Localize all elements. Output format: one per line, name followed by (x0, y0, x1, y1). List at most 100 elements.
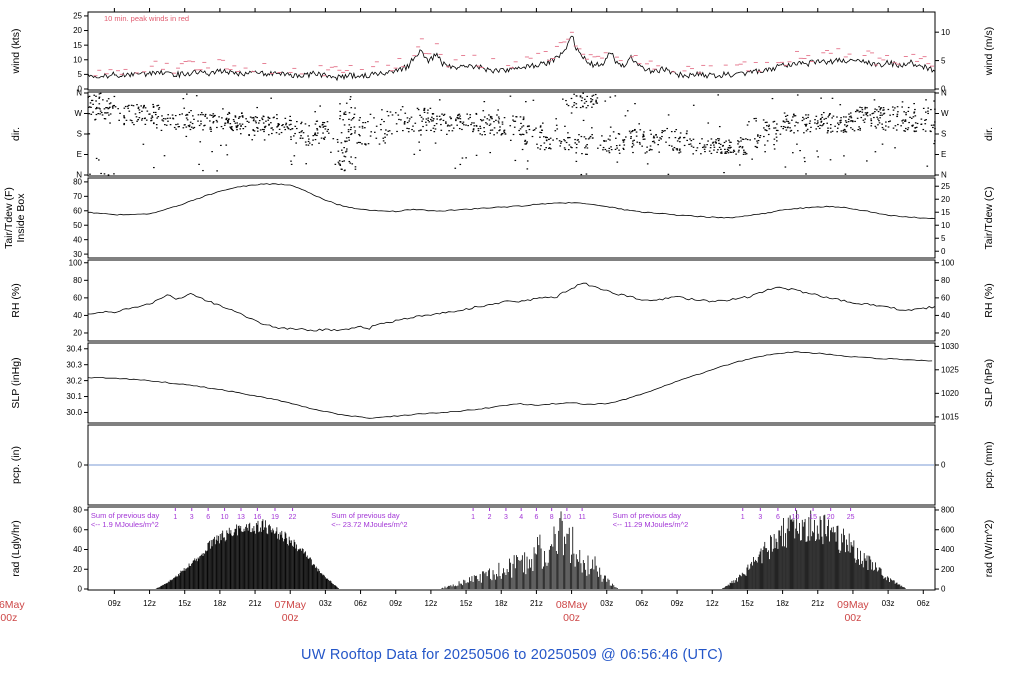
wind-ytick-right: 0 (941, 85, 946, 94)
rh-ytick-left: 80 (73, 276, 82, 285)
x-tick-label: 09z (671, 599, 684, 608)
rad-sum-label: <-- 23.72 MJoules/m^2 (331, 520, 407, 529)
rad-sum-label: Sum of previous day (91, 511, 160, 520)
tair-ytick-right: 0 (941, 247, 946, 256)
tair-ytick-left: 40 (73, 235, 82, 244)
rad-cum-tick: 22 (289, 514, 297, 521)
x-tick-label: 15z (178, 599, 191, 608)
x-date-label: 09May (837, 599, 869, 611)
rad-sum-label: Sum of previous day (613, 511, 682, 520)
tair-ytick-right: 10 (941, 221, 950, 230)
rad-cum-tick: 1 (471, 514, 475, 521)
series-peak-wind-10min (93, 31, 935, 77)
rad-ytick-right: 600 (941, 525, 955, 534)
rh-axis-title-right: RH (%) (983, 283, 995, 317)
wind-ytick-left: 15 (73, 41, 82, 50)
x-axis: 09z 12z 15z 18z 21z 03z 06z 09z 12z 15z 18z 21z 03z 0… (0, 8, 930, 624)
rh-ytick-right: 60 (941, 294, 950, 303)
x-tick-label: 03z (600, 599, 613, 608)
rad-cum-tick: 16 (254, 514, 262, 521)
x-tick-label: 18z (776, 599, 789, 608)
rad-ytick-right: 800 (941, 506, 955, 515)
tair-ytick-left: 70 (73, 192, 82, 201)
x-date-label-hour: 00z (282, 612, 299, 624)
rad-cum-tick: 6 (206, 514, 210, 521)
slp-ytick-right: 1020 (941, 389, 959, 398)
x-date-label-hour: 00z (0, 612, 17, 624)
tair-ytick-left: 80 (73, 178, 82, 187)
rad-cum-tick: 3 (190, 514, 194, 521)
rad-ytick-left: 80 (73, 506, 82, 515)
rh-panel-border (87, 259, 936, 342)
wind-axis-title-right: wind (m/s) (983, 27, 995, 76)
tair-ytick-left: 30 (73, 250, 82, 259)
dir-ytick-left: S (77, 130, 82, 139)
rad-cum-tick: 25 (847, 514, 855, 521)
rad-cum-tick: 19 (271, 514, 279, 521)
pcp-ytick-left: 0 (78, 461, 83, 470)
tair-ytick-left: 50 (73, 221, 82, 230)
series-air-temperature (88, 183, 936, 219)
rad-cum-tick: 6 (776, 514, 780, 521)
rh-ytick-right: 100 (941, 258, 955, 267)
rad-ytick-left: 0 (78, 585, 83, 594)
wind-ytick-right: 10 (941, 28, 950, 37)
x-tick-label: 21z (811, 599, 824, 608)
x-tick-label: 09z (108, 599, 121, 608)
tair-axis-title-right: Tair/Tdew (C) (983, 186, 995, 249)
tair-ytick-right: 15 (941, 208, 950, 217)
panel-rh: 20 40 60 80 100 20 40 60 80 100 RH (%) RH (%) (10, 258, 995, 342)
series-solar-radiation-day3 (722, 510, 906, 589)
x-tick-label: 09z (389, 599, 402, 608)
wind-ytick-left: 10 (73, 55, 82, 64)
series-sea-level-pressure (87, 351, 933, 419)
rad-sum-label: Sum of previous day (331, 511, 400, 520)
x-tick-label: 18z (495, 599, 508, 608)
x-tick-label: 12z (706, 599, 719, 608)
series-solar-radiation-day1 (155, 519, 339, 589)
x-tick-label: 06z (635, 599, 648, 608)
x-tick-label: 15z (741, 599, 754, 608)
slp-panel-border (87, 342, 936, 424)
wind-axis-title-left: wind (kts) (10, 29, 22, 75)
rh-axis-title-left: RH (%) (10, 283, 22, 317)
panel-slp: 30.0 30.1 30.2 30.3 30.4 1015 1020 1025 1030 SLP … (10, 342, 995, 424)
dir-ytick-right: N (941, 171, 947, 180)
tair-panel-border (87, 177, 936, 259)
x-tick-label: 18z (213, 599, 226, 608)
x-tick-label: 12z (143, 599, 156, 608)
rad-axis-title-left: rad (Lgly/hr) (10, 520, 22, 577)
slp-ytick-left: 30.0 (66, 408, 82, 417)
rad-cum-tick: 3 (504, 514, 508, 521)
wind-ytick-right: 5 (941, 56, 946, 65)
rad-cum-tick: 10 (563, 514, 571, 521)
series-wind-direction (87, 92, 936, 176)
slp-ytick-left: 30.1 (66, 392, 82, 401)
wind-annotation: 10 min. peak winds in red (104, 14, 189, 23)
pcp-axis-title-right: pcp. (mm) (983, 441, 995, 488)
tair-ytick-right: 5 (941, 234, 946, 243)
x-tick-label: 06z (354, 599, 367, 608)
rad-ytick-left: 60 (73, 525, 82, 534)
series-wind-speed (87, 35, 936, 82)
dir-axis-title-left: dir. (10, 127, 22, 141)
panel-wind: 0 5 10 15 20 25 0 5 10 wind (kts) wind (m/s) 10 min… (10, 11, 995, 94)
wind-ytick-left: 0 (78, 85, 83, 94)
rad-cum-tick: 1 (173, 514, 177, 521)
rad-cum-tick: 2 (488, 514, 492, 521)
dir-ytick-left: N (76, 89, 82, 98)
rad-cum-tick: 13 (237, 514, 245, 521)
pcp-axis-title-left: pcp. (in) (10, 446, 22, 484)
dir-panel-border (87, 91, 936, 177)
wind-ytick-left: 25 (73, 12, 82, 21)
slp-ytick-left: 30.4 (66, 344, 82, 353)
wind-panel-border (87, 11, 936, 91)
x-tick-label: 15z (460, 599, 473, 608)
x-date-label-hour: 00z (563, 612, 580, 624)
x-date-label: 06May (0, 599, 25, 611)
panel-tair: 30 40 50 60 70 80 0 5 10 15 20 25 Tair/Tdew (F) Insid… (3, 177, 995, 259)
dir-ytick-right: S (941, 130, 946, 139)
x-tick-label: 21z (249, 599, 262, 608)
